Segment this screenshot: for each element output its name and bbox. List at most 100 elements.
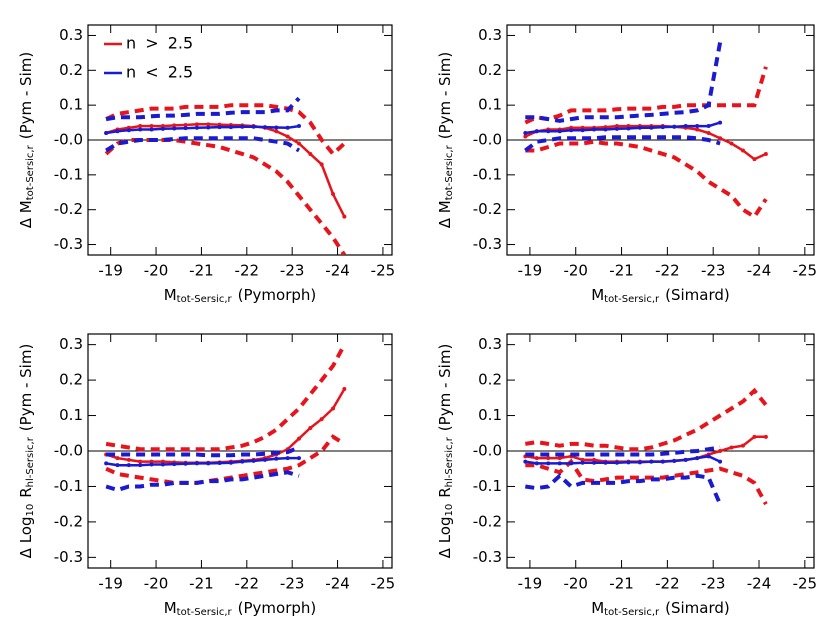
y-tick-label: -0.3	[473, 235, 502, 253]
y-tick-label: -0.1	[473, 477, 502, 495]
point	[752, 434, 757, 439]
point	[240, 459, 245, 464]
x-label-part: tot-Sersic,r	[604, 294, 660, 305]
point	[172, 462, 177, 467]
x-tick-label: -21	[609, 262, 634, 280]
y-tick-label: 0.3	[478, 26, 502, 44]
x-axis-label: Mtot-Sersic,r (Pymorph)	[164, 286, 317, 306]
point	[557, 129, 562, 134]
y-tick-label: 0.3	[59, 335, 83, 353]
y-tick-label: 0.3	[59, 26, 83, 44]
y-tick-label: 0.1	[59, 96, 83, 114]
x-tick-label: -23	[280, 575, 305, 593]
point	[138, 127, 143, 132]
y-axis-label: Δ Log10 Rhl-Sersic,r (Pym - Sim)	[17, 344, 37, 559]
x-tick-label: -20	[563, 262, 588, 280]
point	[285, 456, 290, 461]
point	[763, 151, 768, 156]
y-label-part: R	[17, 487, 35, 497]
x-tick-label: -19	[98, 575, 123, 593]
y-tick-label: 0.2	[59, 61, 83, 79]
y-label-part: Δ Log	[436, 516, 454, 558]
y-label-part: Δ M	[17, 200, 35, 228]
point	[149, 127, 154, 132]
x-tick-label: -19	[98, 262, 123, 280]
dashed-line	[524, 387, 768, 452]
y-tick-label: -0.1	[473, 165, 502, 183]
x-tick-label: -20	[563, 575, 588, 593]
x-axis-label: Mtot-Sersic,r (Simard)	[591, 599, 730, 619]
x-tick-label: -25	[793, 575, 818, 593]
point	[194, 125, 199, 130]
y-label-part: (Pym - Sim)	[436, 344, 454, 432]
x-tick-label: -25	[371, 262, 396, 280]
point	[534, 456, 539, 461]
y-label-part: tot-Sersic,r	[444, 144, 455, 200]
point	[580, 460, 585, 465]
x-tick-label: -20	[144, 262, 169, 280]
x-tick-label: -22	[235, 262, 260, 280]
dashed-line	[106, 445, 300, 458]
point	[718, 449, 723, 453]
x-tick-label: -25	[793, 262, 818, 280]
point	[672, 458, 677, 463]
dashed-line	[105, 136, 301, 153]
y-tick-label: 0.2	[478, 61, 502, 79]
point	[637, 460, 642, 465]
x-tick-label: -22	[655, 262, 680, 280]
y-label-part: (Pym - Sim)	[17, 52, 35, 140]
dashed-line	[524, 66, 768, 125]
dashed-line	[525, 458, 768, 506]
y-label-part: R	[436, 487, 454, 497]
point	[319, 417, 324, 422]
point	[126, 457, 131, 462]
point	[285, 125, 290, 130]
point	[285, 134, 290, 139]
point	[183, 126, 188, 131]
y-tick-label: -0.3	[54, 548, 83, 566]
y-tick-label: -0.0	[473, 131, 502, 149]
point	[296, 141, 301, 146]
point	[331, 192, 336, 197]
point	[240, 124, 245, 129]
y-tick-label: -0.2	[473, 512, 502, 530]
point	[546, 461, 551, 466]
y-tick-label: -0.0	[473, 442, 502, 460]
x-tick-label: -19	[518, 262, 543, 280]
point	[115, 463, 120, 468]
point	[274, 456, 279, 461]
legend-label: n < 2.5	[126, 63, 193, 82]
x-tick-label: -25	[371, 575, 396, 593]
point	[534, 461, 539, 466]
point	[706, 454, 711, 459]
point	[718, 136, 723, 141]
x-label-part: tot-Sersic,r	[177, 607, 233, 618]
x-label-part: M	[591, 286, 604, 304]
point	[126, 463, 131, 468]
point	[115, 129, 120, 134]
x-label-part: tot-Sersic,r	[604, 607, 660, 618]
point	[523, 134, 528, 139]
x-label-part: (Simard)	[665, 286, 730, 304]
x-label-part: M	[164, 599, 177, 617]
point	[729, 141, 734, 146]
point	[296, 436, 301, 441]
point	[217, 461, 222, 466]
y-tick-label: 0.3	[478, 335, 502, 353]
point	[683, 457, 688, 462]
point	[626, 126, 631, 131]
point	[138, 124, 143, 129]
y-axis-label: Δ Mtot-Sersic,r (Pym - Sim)	[436, 52, 456, 228]
y-tick-label: -0.3	[473, 548, 502, 566]
point	[228, 460, 233, 465]
y-tick-label: -0.1	[54, 477, 83, 495]
point	[695, 124, 700, 129]
x-tick-label: -21	[189, 575, 214, 593]
point	[672, 124, 677, 129]
point	[592, 457, 597, 462]
point	[206, 125, 211, 130]
dashed-line	[105, 343, 347, 452]
point	[274, 125, 279, 130]
point	[262, 125, 267, 130]
point	[649, 459, 654, 464]
